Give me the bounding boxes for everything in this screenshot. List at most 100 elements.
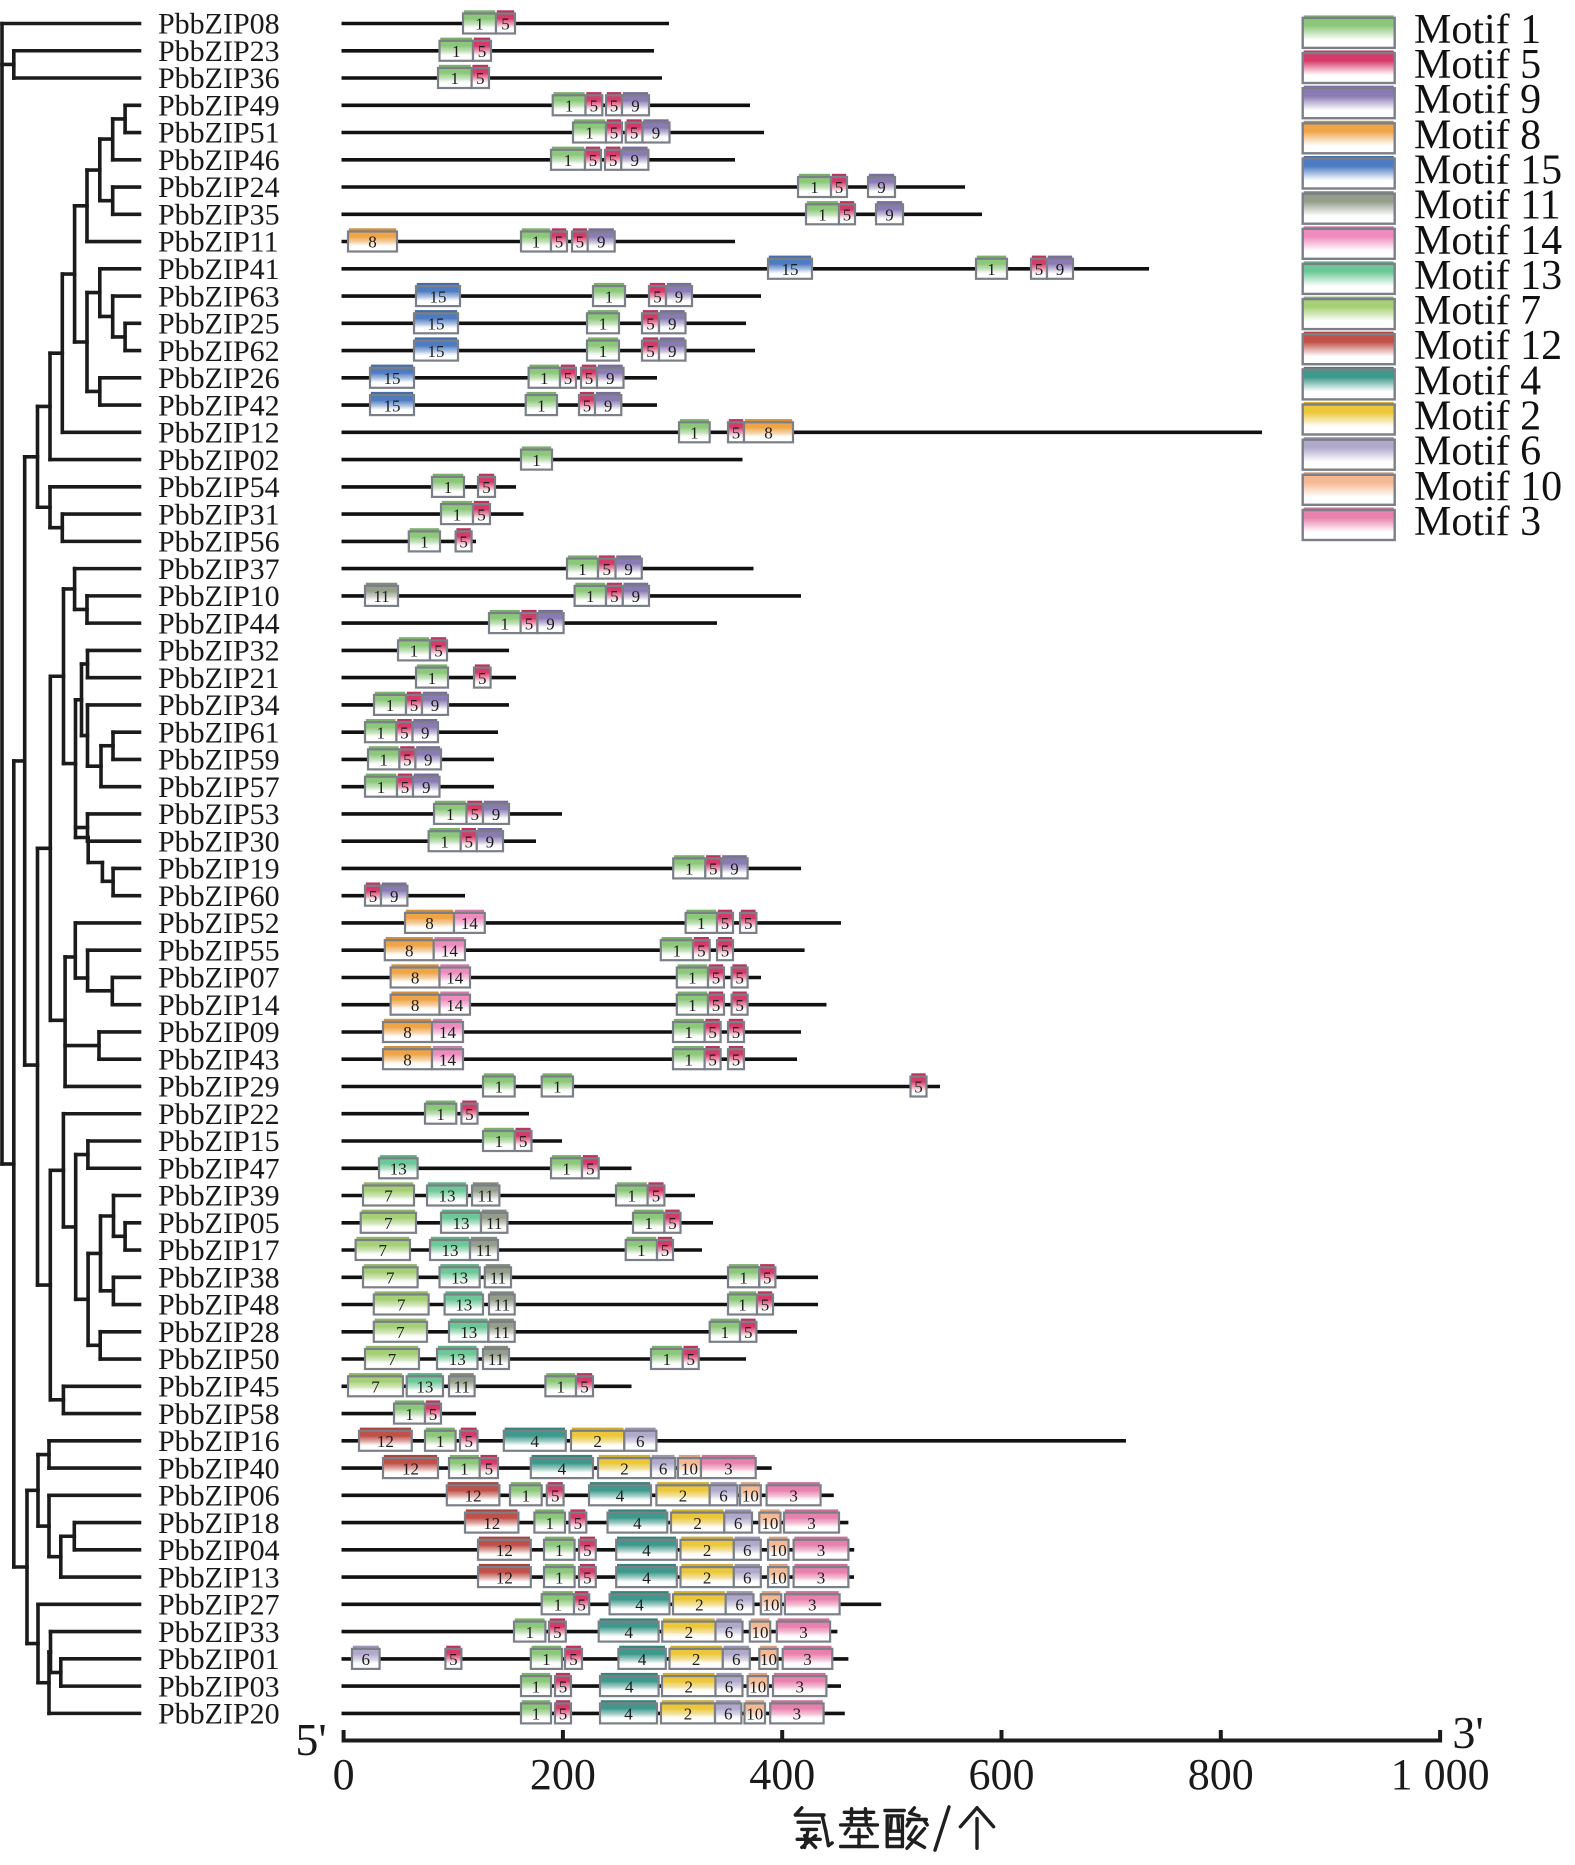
svg-text:Motif 7: Motif 7 — [1414, 288, 1541, 334]
svg-text:9: 9 — [675, 287, 684, 306]
svg-text:1: 1 — [405, 1405, 414, 1424]
svg-text:PbbZIP48: PbbZIP48 — [158, 1289, 280, 1322]
svg-text:11: 11 — [476, 1241, 492, 1260]
svg-text:PbbZIP53: PbbZIP53 — [158, 798, 280, 831]
svg-text:5: 5 — [1035, 260, 1044, 279]
svg-text:1: 1 — [605, 287, 614, 306]
svg-text:PbbZIP63: PbbZIP63 — [158, 280, 280, 313]
svg-text:8: 8 — [368, 233, 377, 252]
svg-text:5: 5 — [589, 151, 598, 170]
svg-text:1: 1 — [987, 260, 996, 279]
svg-text:5: 5 — [708, 1050, 717, 1069]
svg-text:PbbZIP30: PbbZIP30 — [158, 825, 280, 858]
svg-text:13: 13 — [416, 1378, 433, 1397]
svg-text:7: 7 — [388, 1350, 397, 1369]
svg-text:PbbZIP39: PbbZIP39 — [158, 1180, 280, 1213]
svg-text:4: 4 — [624, 1705, 633, 1724]
svg-text:9: 9 — [546, 614, 555, 633]
svg-text:14: 14 — [439, 1023, 457, 1042]
svg-text:5: 5 — [434, 642, 443, 661]
svg-text:10: 10 — [761, 1514, 778, 1533]
svg-text:5: 5 — [553, 1623, 562, 1642]
svg-text:Motif 13: Motif 13 — [1414, 253, 1562, 299]
svg-text:5: 5 — [410, 696, 419, 715]
svg-text:PbbZIP15: PbbZIP15 — [158, 1125, 280, 1158]
svg-text:3: 3 — [808, 1596, 817, 1615]
svg-text:9: 9 — [877, 178, 886, 197]
svg-text:2: 2 — [685, 1677, 694, 1696]
svg-text:PbbZIP61: PbbZIP61 — [158, 716, 280, 749]
svg-text:2: 2 — [703, 1568, 712, 1587]
svg-text:1: 1 — [721, 1323, 730, 1342]
svg-text:5: 5 — [583, 1568, 592, 1587]
svg-text:4: 4 — [558, 1459, 567, 1478]
svg-text:PbbZIP17: PbbZIP17 — [158, 1234, 280, 1267]
svg-text:PbbZIP46: PbbZIP46 — [158, 144, 280, 177]
svg-text:1: 1 — [376, 723, 385, 742]
svg-text:14: 14 — [461, 914, 479, 933]
svg-text:5: 5 — [712, 996, 721, 1015]
svg-text:PbbZIP05: PbbZIP05 — [158, 1207, 280, 1240]
svg-text:1: 1 — [553, 1078, 562, 1097]
svg-text:Motif 12: Motif 12 — [1414, 323, 1562, 369]
svg-text:9: 9 — [421, 723, 430, 742]
svg-text:PbbZIP44: PbbZIP44 — [158, 607, 280, 640]
svg-text:1: 1 — [555, 1568, 564, 1587]
svg-text:14: 14 — [446, 969, 464, 988]
svg-text:5: 5 — [652, 1187, 661, 1206]
svg-text:5: 5 — [449, 1650, 458, 1669]
svg-text:PbbZIP33: PbbZIP33 — [158, 1616, 280, 1649]
svg-text:0: 0 — [333, 1750, 355, 1799]
svg-text:1: 1 — [599, 315, 608, 334]
svg-text:5: 5 — [835, 178, 844, 197]
svg-text:1: 1 — [565, 97, 574, 116]
svg-text:5: 5 — [525, 614, 534, 633]
svg-text:1: 1 — [522, 1487, 531, 1506]
svg-text:11: 11 — [488, 1350, 504, 1369]
svg-text:PbbZIP19: PbbZIP19 — [158, 853, 280, 886]
svg-text:1: 1 — [540, 369, 549, 388]
svg-text:PbbZIP47: PbbZIP47 — [158, 1153, 280, 1186]
svg-text:1: 1 — [562, 1160, 571, 1179]
svg-text:5: 5 — [630, 124, 639, 143]
svg-text:5: 5 — [482, 478, 491, 497]
svg-text:6: 6 — [725, 1623, 734, 1642]
svg-text:PbbZIP35: PbbZIP35 — [158, 199, 280, 232]
svg-text:1: 1 — [555, 1541, 564, 1560]
svg-text:5: 5 — [735, 996, 744, 1015]
svg-text:11: 11 — [490, 1269, 506, 1288]
svg-text:1: 1 — [537, 396, 546, 415]
svg-text:1: 1 — [673, 941, 682, 960]
svg-text:10: 10 — [763, 1596, 780, 1615]
svg-text:3: 3 — [817, 1568, 826, 1587]
svg-text:PbbZIP29: PbbZIP29 — [158, 1071, 280, 1104]
svg-text:5: 5 — [577, 1596, 586, 1615]
svg-text:Motif 14: Motif 14 — [1414, 218, 1562, 264]
svg-text:5: 5 — [686, 1350, 695, 1369]
svg-text:1: 1 — [685, 1023, 694, 1042]
svg-text:PbbZIP54: PbbZIP54 — [158, 471, 280, 504]
svg-text:8: 8 — [403, 1050, 412, 1069]
svg-text:PbbZIP02: PbbZIP02 — [158, 444, 280, 477]
svg-text:1: 1 — [688, 969, 697, 988]
svg-text:5: 5 — [403, 751, 412, 770]
svg-text:PbbZIP50: PbbZIP50 — [158, 1343, 280, 1376]
svg-text:PbbZIP08: PbbZIP08 — [158, 8, 280, 41]
svg-text:11: 11 — [373, 587, 389, 606]
svg-text:5: 5 — [646, 315, 655, 334]
svg-text:PbbZIP16: PbbZIP16 — [158, 1425, 280, 1458]
svg-text:PbbZIP41: PbbZIP41 — [158, 253, 280, 286]
svg-text:1: 1 — [532, 233, 541, 252]
svg-text:PbbZIP55: PbbZIP55 — [158, 934, 280, 967]
svg-text:1: 1 — [586, 587, 595, 606]
svg-text:5: 5 — [914, 1078, 923, 1097]
svg-text:5: 5 — [559, 1677, 568, 1696]
svg-text:2: 2 — [692, 1650, 701, 1669]
svg-text:1: 1 — [637, 1241, 646, 1260]
svg-text:800: 800 — [1188, 1750, 1254, 1799]
svg-text:5: 5 — [551, 1487, 560, 1506]
svg-text:4: 4 — [531, 1432, 540, 1451]
svg-text:9: 9 — [668, 342, 677, 361]
svg-text:Motif 10: Motif 10 — [1414, 464, 1562, 510]
svg-text:1: 1 — [578, 560, 587, 579]
